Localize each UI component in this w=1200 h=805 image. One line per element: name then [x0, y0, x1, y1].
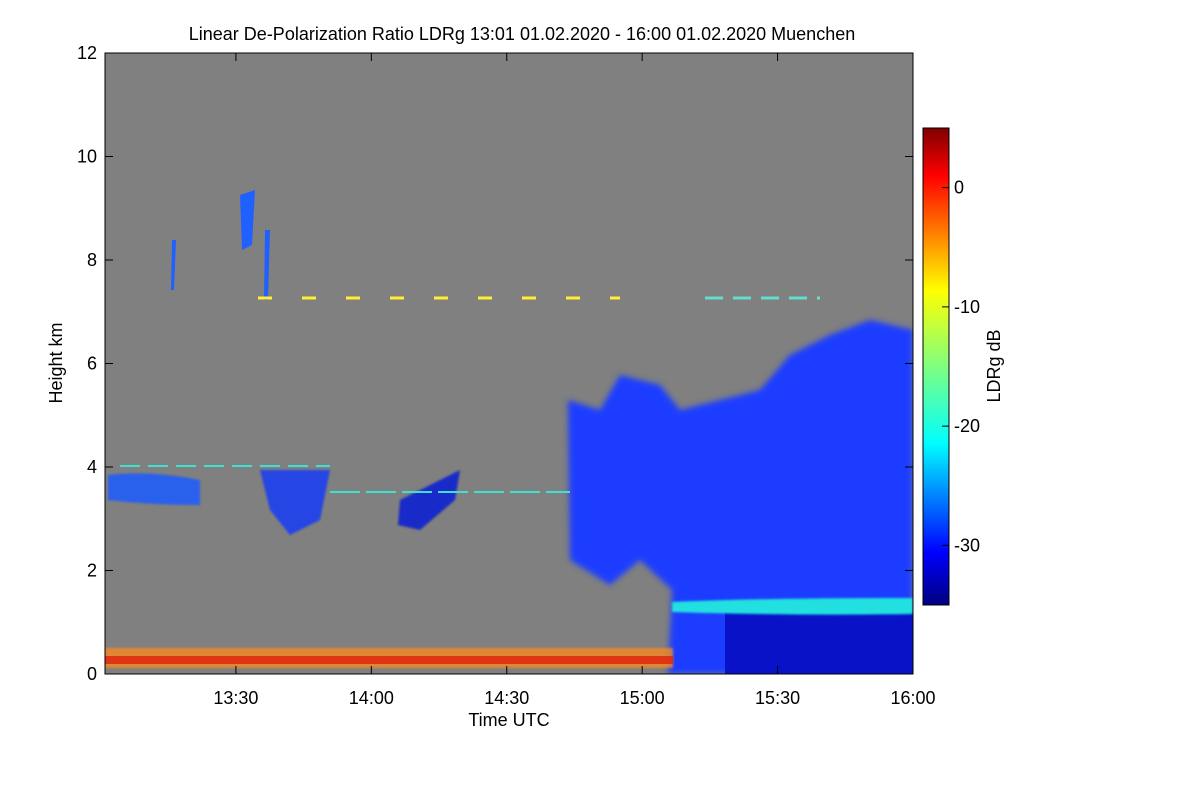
heatmap-layer: [105, 190, 913, 674]
y-tick-label: 12: [77, 43, 97, 63]
cirrus-fragment-1: [108, 473, 200, 505]
high-cirrus-2: [264, 230, 270, 300]
colorbar: [922, 127, 950, 606]
cirrus-fragment-3: [398, 470, 460, 530]
y-tick-label: 10: [77, 147, 97, 167]
x-tick-label: 14:30: [484, 688, 529, 708]
y-axis-label: Height km: [46, 322, 66, 403]
high-cirrus-1: [240, 190, 255, 250]
y-tick-label: 6: [87, 354, 97, 374]
x-axis-label: Time UTC: [468, 710, 549, 730]
y-tick-label: 4: [87, 457, 97, 477]
low-layer-block: [725, 612, 913, 674]
colorbar-tick-label: 0: [954, 178, 964, 198]
y-tick-label: 8: [87, 250, 97, 270]
colorbar-tick-label: -30: [954, 535, 980, 555]
x-tick-label: 16:00: [890, 688, 935, 708]
y-tick-label: 0: [87, 664, 97, 684]
x-tick-label: 15:00: [620, 688, 665, 708]
chart-title: Linear De-Polarization Ratio LDRg 13:01 …: [189, 24, 855, 44]
x-tick-label: 14:00: [349, 688, 394, 708]
surface-aerosol-core: [105, 656, 673, 664]
colorbar-tick-label: -10: [954, 297, 980, 317]
x-tick-label: 13:30: [213, 688, 258, 708]
high-cirrus-3: [171, 240, 176, 290]
cirrus-fragment-2: [260, 470, 330, 535]
y-axis: 0 2 4 6 8 10 12: [77, 43, 913, 684]
melting-layer-band: [672, 598, 913, 615]
colorbar-label: LDRg dB: [984, 329, 1004, 402]
x-tick-label: 15:30: [755, 688, 800, 708]
colorbar-ticks: 0 -10 -20 -30: [942, 178, 980, 555]
x-axis: 13:30 14:00 14:30 15:00 15:30 16:00: [213, 53, 936, 708]
y-tick-label: 2: [87, 561, 97, 581]
colorbar-tick-label: -20: [954, 416, 980, 436]
thick-cloud-region: [568, 320, 913, 674]
